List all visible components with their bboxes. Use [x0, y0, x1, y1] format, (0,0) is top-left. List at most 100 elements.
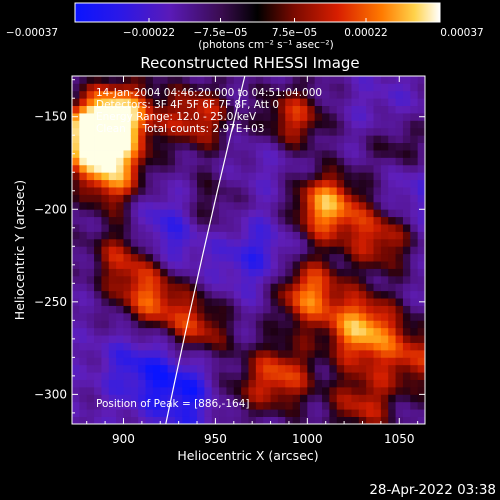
heatmap-cell	[351, 312, 360, 321]
heatmap-cell	[285, 312, 294, 321]
heatmap-cell	[86, 283, 95, 292]
heatmap-cell	[86, 164, 95, 173]
heatmap-cell	[336, 187, 345, 195]
heatmap-cell	[248, 320, 257, 329]
heatmap-cell	[204, 194, 213, 203]
heatmap-cell	[189, 150, 198, 158]
heatmap-cell	[167, 320, 176, 329]
heatmap-cell	[79, 76, 88, 84]
heatmap-cell	[241, 238, 249, 247]
heatmap-cell	[174, 150, 183, 158]
heatmap-cell	[366, 135, 374, 144]
heatmap-cell	[204, 261, 213, 269]
heatmap-cell	[402, 127, 411, 136]
heatmap-cell	[211, 261, 220, 269]
heatmap-cell	[351, 90, 360, 99]
heatmap-cell	[167, 349, 176, 358]
heatmap-cell	[322, 357, 330, 366]
heatmap-cell	[197, 246, 205, 255]
heatmap-cell	[270, 164, 279, 173]
heatmap-cell	[241, 187, 249, 195]
heatmap-cell	[130, 335, 139, 343]
heatmap-cell	[72, 76, 80, 84]
heatmap-cell	[72, 349, 80, 358]
heatmap-cell	[255, 349, 264, 358]
heatmap-cell	[211, 290, 220, 299]
heatmap-cell	[388, 179, 396, 188]
heatmap-cell	[211, 201, 220, 210]
heatmap-cell	[86, 394, 95, 403]
heatmap-cell	[94, 83, 102, 92]
heatmap-cell	[182, 83, 191, 92]
heatmap-cell	[285, 216, 294, 225]
heatmap-cell	[358, 216, 367, 225]
heatmap-cell	[94, 312, 102, 321]
heatmap-cell	[270, 246, 279, 255]
heatmap-cell	[138, 394, 146, 403]
heatmap-cell	[285, 401, 294, 410]
heatmap-cell	[277, 187, 286, 195]
heatmap-cell	[211, 231, 220, 240]
heatmap-cell	[277, 105, 286, 114]
heatmap-cell	[314, 312, 323, 321]
heatmap-cell	[388, 216, 396, 225]
heatmap-cell	[314, 261, 323, 269]
heatmap-cell	[101, 216, 110, 225]
heatmap-cell	[204, 372, 213, 380]
heatmap-cell	[344, 312, 352, 321]
heatmap-cell	[174, 298, 183, 306]
heatmap-cell	[123, 401, 132, 410]
heatmap-cell	[344, 261, 352, 269]
heatmap-cell	[130, 283, 139, 292]
heatmap-cell	[123, 386, 132, 395]
heatmap-cell	[322, 372, 330, 380]
heatmap-cell	[366, 113, 374, 121]
heatmap-cell	[277, 135, 286, 144]
heatmap-cell	[167, 246, 176, 255]
heatmap-cell	[366, 246, 374, 255]
heatmap-cell	[329, 142, 338, 151]
heatmap-cell	[351, 349, 360, 358]
heatmap-cell	[285, 416, 294, 424]
heatmap-cell	[344, 83, 352, 92]
heatmap-cell	[219, 150, 227, 158]
heatmap-cell	[248, 194, 257, 203]
heatmap-cell	[380, 298, 389, 306]
heatmap-cell	[344, 283, 352, 292]
heatmap-cell	[395, 372, 404, 380]
heatmap-cell	[86, 364, 95, 373]
heatmap-cell	[174, 246, 183, 255]
heatmap-cell	[79, 327, 88, 336]
heatmap-cell	[322, 275, 330, 284]
heatmap-cell	[255, 120, 264, 129]
heatmap-cell	[116, 127, 124, 136]
heatmap-cell	[358, 105, 367, 114]
heatmap-cell	[130, 127, 139, 136]
heatmap-cell	[307, 253, 316, 262]
heatmap-cell	[72, 90, 80, 99]
heatmap-cell	[152, 290, 161, 299]
heatmap-cell	[211, 90, 220, 99]
heatmap-cell	[204, 379, 213, 388]
heatmap-cell	[270, 416, 279, 424]
heatmap-cell	[336, 172, 345, 181]
heatmap-cell	[130, 172, 139, 181]
heatmap-cell	[314, 90, 323, 99]
heatmap-cell	[174, 268, 183, 277]
heatmap-cell	[255, 142, 264, 151]
heatmap-cell	[336, 157, 345, 166]
heatmap-cell	[174, 320, 183, 329]
heatmap-cell	[219, 90, 227, 99]
heatmap-cell	[373, 379, 382, 388]
heatmap-cell	[380, 386, 389, 395]
heatmap-cell	[108, 253, 117, 262]
heatmap-cell	[86, 268, 95, 277]
heatmap-cell	[329, 187, 338, 195]
heatmap-cell	[116, 349, 124, 358]
heatmap-cell	[94, 327, 102, 336]
heatmap-cell	[211, 372, 220, 380]
heatmap-cell	[138, 335, 146, 343]
heatmap-cell	[108, 194, 117, 203]
heatmap-cell	[270, 386, 279, 395]
heatmap-cell	[167, 268, 176, 277]
